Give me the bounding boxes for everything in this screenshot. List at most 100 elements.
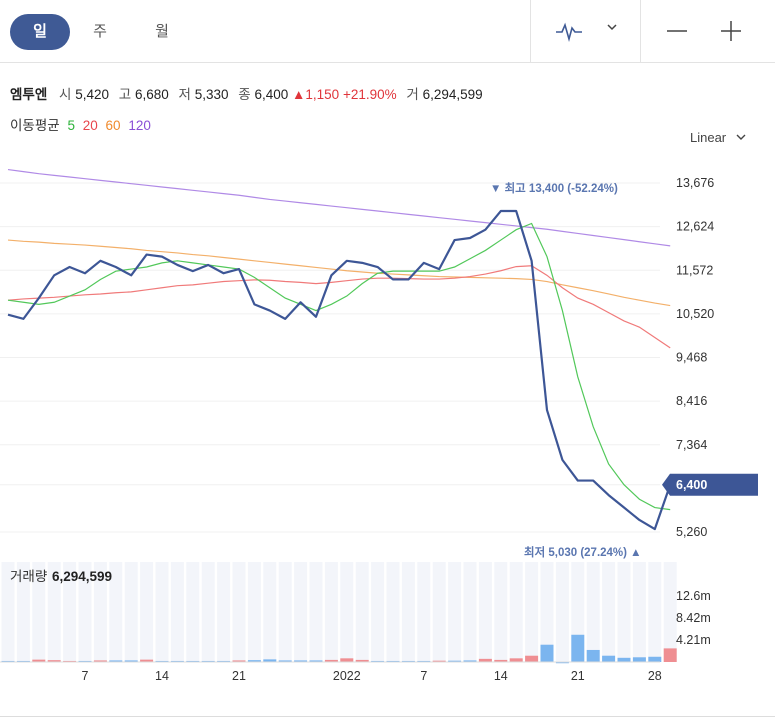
volume-column-bg [417,562,431,662]
low-value: 5,330 [194,87,229,102]
volume-tick-label: 4.21m [676,633,711,647]
last-price-marker [662,473,758,496]
close-value: 6,400 [254,87,289,102]
chevron-down-icon[interactable] [598,14,626,48]
volume-bar [663,648,677,662]
volume-value: 6,294,599 [422,87,483,102]
tab-week[interactable]: 주 [93,23,107,40]
chevron-down-icon [736,134,746,140]
ma-5-line [7,222,671,511]
volume-bar [525,655,539,662]
y-tick-label: 13,676 [676,176,714,190]
ma-20-label[interactable]: 20 [82,118,98,133]
ma-120-label[interactable]: 120 [128,118,151,133]
toolbar-divider [640,0,641,62]
volume-column-bg [386,562,400,662]
volume-column-bg [401,562,415,662]
ma-60-label[interactable]: 60 [105,118,121,133]
stock-name: 엠투엔 [10,87,48,102]
toolbar-divider [530,0,531,62]
volume-column-bg [617,562,631,662]
volume-bar [47,660,61,662]
minus-icon[interactable] [660,14,694,48]
quote-summary: 엠투엔 시 5,420 고 6,680 저 5,330 종 6,400 ▲1,1… [10,83,483,103]
volume-column-bg [93,562,107,662]
volume-tick-label: 12.6m [676,589,711,603]
volume-bar [540,644,554,662]
volume-column-bg [432,562,446,662]
x-tick-label: 2022 [333,669,361,683]
tab-month[interactable]: 월 [155,23,169,40]
high-label: 고 [118,87,132,102]
volume-column-bg [170,562,184,662]
volume-bar [494,659,508,662]
volume-column-bg [448,562,462,662]
plus-icon[interactable] [714,14,748,48]
volume-bar [648,656,662,662]
ma-120-line [7,168,671,247]
volume-column-bg [16,562,30,662]
volume-column-bg [124,562,138,662]
volume-bar [509,658,523,662]
change-percent: +21.90% [342,87,397,102]
volume-column-bg [648,562,662,662]
volume-column-bg [371,562,385,662]
volume-column-bg [525,562,539,662]
volume-column-bg [540,562,554,662]
volume-column-bg [463,562,477,662]
volume-column-bg [32,562,46,662]
low-label: 저 [178,87,191,102]
volume-bar [463,660,477,662]
x-tick-label: 14 [494,669,508,683]
x-tick-label: 7 [82,669,89,683]
line-chart-icon[interactable] [552,14,586,48]
change-value: 1,150 [305,87,340,102]
volume-bar [124,660,138,662]
scale-select[interactable]: Linear [690,130,748,145]
tab-day[interactable]: 일 [10,14,70,50]
volume-bar [632,657,646,662]
volume-column-bg [324,562,338,662]
volume-column-bg [47,562,61,662]
open-label: 시 [59,87,72,102]
volume-panel-value: 6,294,599 [52,569,112,584]
volume-panel-label: 거래량 [10,569,47,584]
volume-column-bg [109,562,123,662]
volume-bar [278,660,292,662]
volume-column-bg [478,562,492,662]
volume-column-bg [586,562,600,662]
x-tick-label: 28 [648,669,662,683]
volume-column-bg [155,562,169,662]
volume-bar [109,660,123,662]
volume-bar [617,657,631,662]
volume-bar [324,659,338,662]
volume-column-bg [140,562,154,662]
volume-bar [309,660,323,662]
y-tick-label: 5,260 [676,525,707,539]
bottom-divider [0,716,775,717]
volume-column-bg [340,562,354,662]
moving-average-legend: 이동평균 5 20 60 120 [10,114,155,134]
y-tick-label: 8,416 [676,394,707,408]
open-value: 5,420 [75,87,110,102]
volume-bar [294,660,308,662]
last-price-label: 6,400 [676,478,707,492]
chart-toolbar: 일 주 월 [0,0,775,63]
ma-60-line [7,239,671,307]
x-tick-label: 14 [155,669,169,683]
volume-column-bg [309,562,323,662]
close-label: 종 [238,87,251,102]
volume-column-bg [63,562,77,662]
volume-column-bg [355,562,369,662]
volume-bar [432,660,446,663]
ma-label: 이동평균 [10,118,60,133]
volume-bar [140,659,154,662]
volume-column-bg [232,562,246,662]
volume-column-bg [217,562,231,662]
ma-5-label[interactable]: 5 [67,118,75,133]
volume-column-bg [494,562,508,662]
volume-bar [247,660,261,662]
volume-bar [340,658,354,662]
volume-column-bg [294,562,308,662]
